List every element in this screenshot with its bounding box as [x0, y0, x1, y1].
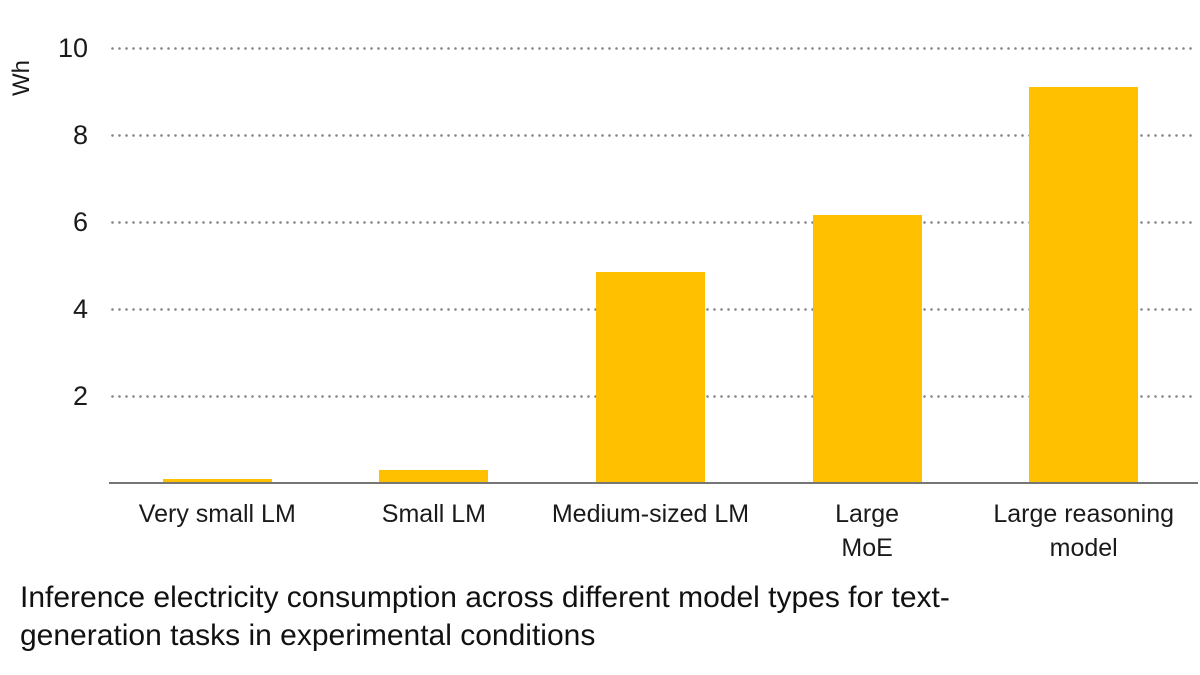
- x-category-label: Very small LM: [99, 497, 336, 531]
- x-category-label: Small LM: [316, 497, 553, 531]
- bar-very-small-lm: [162, 478, 272, 483]
- bar-large-reasoning-model: [1029, 87, 1139, 483]
- x-category-label-line: Small LM: [381, 500, 486, 528]
- y-tick-label: 2: [72, 381, 88, 411]
- x-category-label-line: Large reasoning: [993, 500, 1175, 528]
- bar-large-moe: [812, 215, 922, 483]
- chart-caption: Inference electricity consumption across…: [20, 579, 1180, 655]
- y-tick-label: 8: [72, 120, 88, 150]
- gridline: [109, 133, 1192, 137]
- gridline: [109, 46, 1192, 50]
- y-tick-label: 10: [57, 33, 88, 63]
- gridline: [109, 220, 1192, 224]
- y-tick-label: 4: [72, 294, 88, 324]
- chart-caption-line: Inference electricity consumption across…: [20, 581, 950, 614]
- x-category-label-line: Medium-sized LM: [551, 500, 750, 528]
- x-category-label: Medium-sized LM: [532, 497, 769, 531]
- x-category-label-line: Very small LM: [138, 500, 296, 528]
- x-category-label-line: MoE: [841, 534, 893, 562]
- y-tick-label: 6: [72, 207, 88, 237]
- x-category-label: Large MoE: [749, 497, 986, 565]
- x-category-label-line: model: [1049, 534, 1118, 562]
- x-axis-line: [109, 482, 1198, 484]
- x-category-label-line: Large: [835, 500, 900, 528]
- x-category-label: Large reasoning model: [965, 497, 1200, 565]
- chart-caption-line: generation tasks in experimental conditi…: [20, 619, 596, 652]
- bar-medium-sized-lm: [596, 272, 705, 483]
- bar-small-lm: [379, 469, 489, 483]
